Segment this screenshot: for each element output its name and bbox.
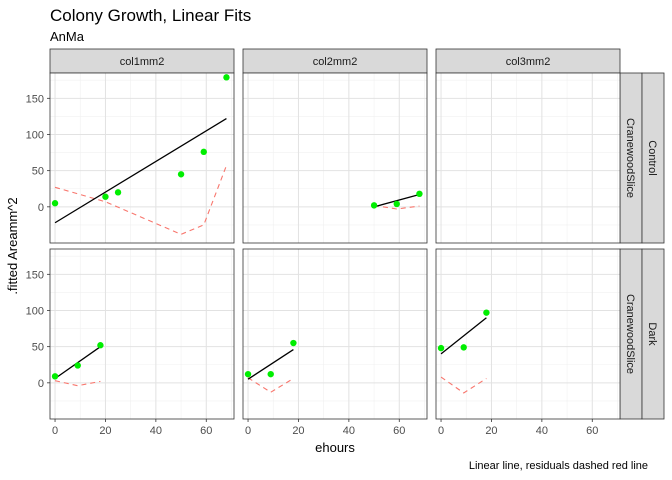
data-point bbox=[102, 193, 109, 200]
y-tick-label: 50 bbox=[32, 342, 44, 354]
data-point bbox=[290, 339, 297, 347]
data-point bbox=[267, 370, 274, 378]
data-point bbox=[51, 200, 59, 207]
column-strip-label: col2mm2 bbox=[313, 56, 358, 68]
data-point bbox=[416, 190, 423, 198]
y-axis-title: .fitted Areamm^2 bbox=[5, 197, 20, 294]
panel-border bbox=[242, 248, 428, 420]
column-strip bbox=[242, 48, 428, 74]
residual-line bbox=[54, 165, 227, 235]
data-point bbox=[370, 202, 378, 209]
x-tick-label: 40 bbox=[150, 425, 162, 437]
fit-line bbox=[373, 193, 420, 208]
panel-background bbox=[50, 249, 234, 419]
y-tick-label: 100 bbox=[26, 305, 44, 317]
y-tick-label: 100 bbox=[26, 129, 44, 141]
row-strip-inner-label: CranewoodSlice bbox=[624, 294, 636, 374]
chart-title: Colony Growth, Linear Fits bbox=[50, 6, 252, 25]
x-tick-label: 60 bbox=[393, 425, 405, 437]
x-tick-label: 20 bbox=[485, 425, 497, 437]
y-tick-label: 150 bbox=[26, 269, 44, 281]
x-tick-label: 60 bbox=[200, 425, 212, 437]
chart-subtitle: AnMa bbox=[50, 29, 84, 44]
data-point bbox=[223, 74, 230, 81]
panel-border bbox=[49, 72, 235, 244]
panel-border bbox=[435, 248, 621, 420]
row-strip-inner-label: CranewoodSlice bbox=[624, 118, 636, 198]
y-tick-label: 0 bbox=[38, 378, 44, 390]
column-strip-label: col3mm2 bbox=[506, 56, 551, 68]
data-point bbox=[97, 342, 104, 349]
x-tick-label: 20 bbox=[99, 425, 111, 437]
data-point bbox=[177, 171, 185, 178]
fit-line bbox=[247, 349, 294, 380]
data-point bbox=[51, 373, 59, 380]
data-point bbox=[114, 189, 122, 196]
data-point bbox=[200, 148, 207, 156]
x-tick-label: 20 bbox=[292, 425, 304, 437]
x-tick-label: 0 bbox=[438, 425, 444, 437]
row-strip-outer-label: Dark bbox=[646, 322, 658, 346]
y-tick-label: 0 bbox=[38, 202, 44, 214]
data-point bbox=[483, 309, 490, 316]
x-tick-label: 60 bbox=[586, 425, 598, 437]
panel-border bbox=[435, 72, 621, 244]
column-strip-label: col1mm2 bbox=[120, 56, 165, 68]
data-point bbox=[437, 344, 445, 352]
panel-background bbox=[243, 73, 427, 243]
row-strip-outer-label: Control bbox=[646, 140, 658, 175]
panel-background bbox=[50, 73, 234, 243]
residual-line bbox=[54, 380, 101, 387]
data-point bbox=[460, 344, 467, 351]
data-point bbox=[74, 362, 81, 369]
column-strip bbox=[435, 48, 621, 74]
panel-border bbox=[242, 72, 428, 244]
fit-line bbox=[54, 118, 227, 224]
row-strip-outer bbox=[641, 72, 665, 244]
panel-border bbox=[49, 248, 235, 420]
y-tick-label: 150 bbox=[26, 93, 44, 105]
data-point bbox=[244, 370, 252, 378]
chart-caption: Linear line, residuals dashed red line bbox=[468, 460, 648, 472]
column-strip bbox=[49, 48, 235, 74]
y-tick-label: 50 bbox=[32, 166, 44, 178]
data-point bbox=[393, 200, 400, 208]
row-strip-outer bbox=[641, 248, 665, 420]
x-axis-title: ehours bbox=[315, 440, 355, 455]
x-tick-label: 40 bbox=[343, 425, 355, 437]
x-tick-label: 0 bbox=[52, 425, 58, 437]
x-tick-label: 40 bbox=[536, 425, 548, 437]
fit-line bbox=[440, 317, 487, 355]
panel-background bbox=[436, 73, 620, 243]
residual-line bbox=[440, 376, 487, 394]
x-tick-label: 0 bbox=[245, 425, 251, 437]
residual-line bbox=[373, 204, 420, 210]
